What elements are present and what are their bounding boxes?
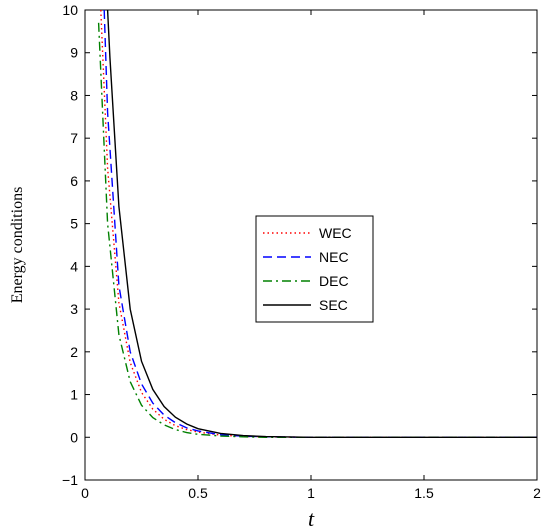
x-tick-label: 2	[533, 485, 541, 501]
series-line-dec	[97, 22, 537, 438]
y-tick-label: 9	[70, 45, 78, 61]
y-tick-label: 5	[70, 216, 78, 232]
legend-box	[255, 215, 374, 323]
x-axis-label: t	[308, 506, 315, 531]
series-line-nec	[103, 10, 537, 438]
legend-label-wec: WEC	[319, 225, 352, 241]
x-tick-label: 1	[307, 485, 315, 501]
x-tick-label: 1.5	[414, 485, 434, 501]
series-lines	[97, 10, 537, 438]
y-tick-label: 2	[70, 344, 78, 360]
y-tick-label: 4	[70, 258, 78, 274]
legend-label-nec: NEC	[319, 249, 349, 265]
y-axis-label: Energy conditions	[9, 187, 26, 304]
y-tick-label: 6	[70, 173, 78, 189]
y-tick-label: 0	[70, 429, 78, 445]
series-line-sec	[106, 10, 537, 438]
y-tick-label: 10	[62, 2, 78, 18]
y-tick-label: 3	[70, 301, 78, 317]
legend-label-dec: DEC	[319, 273, 349, 289]
y-tick-label: 1	[70, 387, 78, 403]
y-tick-label: 7	[70, 130, 78, 146]
y-tick-label: 8	[70, 87, 78, 103]
legend-label-sec: SEC	[319, 297, 348, 313]
x-tick-label: 0.5	[188, 485, 208, 501]
x-tick-label: 0	[81, 485, 89, 501]
legend: WEC NEC DEC SEC	[255, 215, 374, 323]
y-tick-label: −1	[62, 472, 78, 488]
